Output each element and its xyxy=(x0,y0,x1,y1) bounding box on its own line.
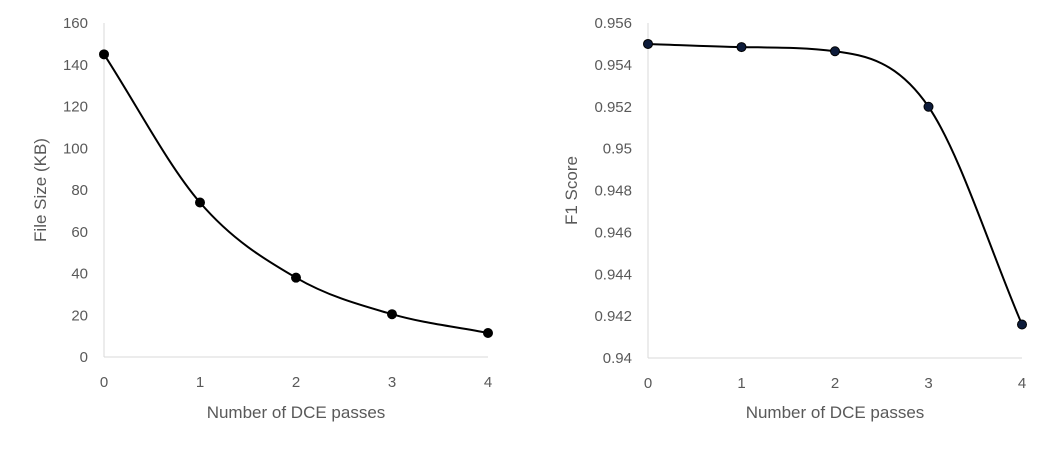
y-tick-label: 0.946 xyxy=(594,224,632,241)
data-point xyxy=(736,42,747,53)
data-point xyxy=(483,327,493,338)
y-tick-label: 80 xyxy=(71,182,88,199)
data-point xyxy=(830,46,840,57)
x-tick-label: 0 xyxy=(100,374,108,391)
data-point xyxy=(99,49,109,60)
y-tick-label: 0.94 xyxy=(603,350,632,367)
data-point xyxy=(387,309,397,320)
y-tick-label: 60 xyxy=(71,224,88,241)
y-tick-label: 0.956 xyxy=(594,15,632,32)
chart-f1-score: 0.94 0.942 0.944 0.946 0.948 0.95 0.952 0.954 0.… xyxy=(562,15,1027,422)
y-tick-label: 0.95 xyxy=(603,141,632,158)
y-tick-label: 20 xyxy=(71,307,88,324)
y-axis-title: File Size (KB) xyxy=(31,138,50,242)
series-line xyxy=(647,42,1023,325)
x-tick-label: 4 xyxy=(484,374,492,391)
y-tick-label: 100 xyxy=(63,140,88,157)
series-line xyxy=(103,53,489,334)
x-axis-title: Number of DCE passes xyxy=(746,403,925,422)
y-tick-label: 0 xyxy=(80,349,88,366)
data-point xyxy=(643,38,653,49)
chart-file-size: 0 20 40 60 80 100 120 140 160 0 1 2 3 4 Number of DCE … xyxy=(31,15,493,422)
y-axis-title: F1 Score xyxy=(562,156,581,225)
x-tick-label: 1 xyxy=(196,374,204,391)
x-tick-label: 0 xyxy=(644,375,652,392)
y-tick-label: 140 xyxy=(63,57,88,74)
y-tick-label: 0.948 xyxy=(594,183,632,200)
y-tick-label: 120 xyxy=(63,99,88,116)
x-tick-label: 2 xyxy=(831,375,839,392)
y-tick-label: 0.944 xyxy=(594,266,632,283)
x-tick-label: 2 xyxy=(292,374,300,391)
x-tick-label: 3 xyxy=(924,375,932,392)
x-axis-title: Number of DCE passes xyxy=(207,403,386,422)
y-tick-label: 0.952 xyxy=(594,99,632,116)
y-tick-label: 0.942 xyxy=(594,308,632,325)
data-point xyxy=(195,197,205,208)
x-tick-label: 1 xyxy=(737,375,745,392)
data-point xyxy=(923,101,934,112)
y-tick-label: 0.954 xyxy=(594,57,632,74)
x-tick-label: 4 xyxy=(1018,375,1026,392)
x-tick-label: 3 xyxy=(388,374,396,391)
y-tick-label: 160 xyxy=(63,15,88,32)
data-point xyxy=(1017,319,1027,330)
y-tick-label: 40 xyxy=(71,266,88,283)
data-point xyxy=(291,272,301,283)
